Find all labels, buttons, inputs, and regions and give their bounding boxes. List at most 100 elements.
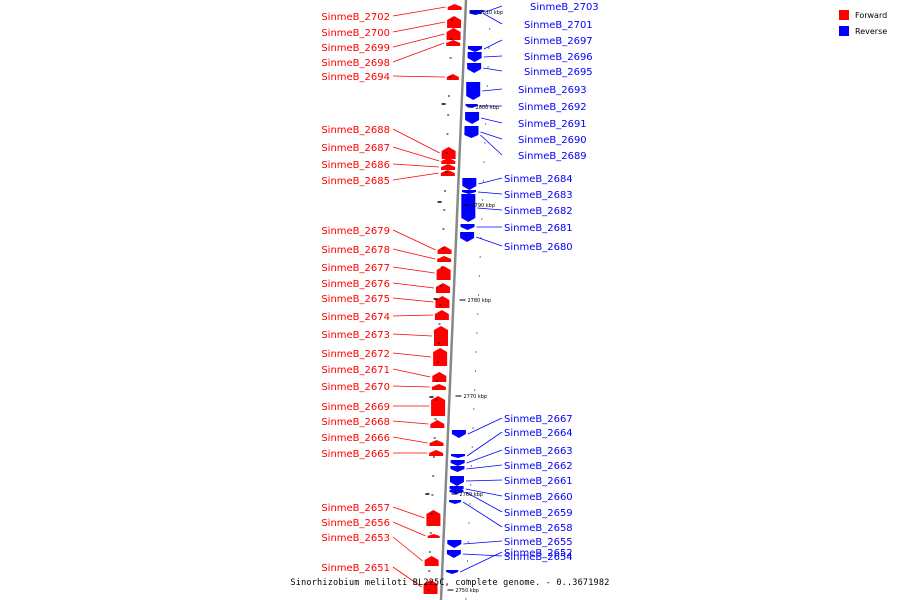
forward-gene-arrow[interactable] bbox=[437, 246, 452, 254]
forward-gene-label[interactable]: SinmeB_2679 bbox=[321, 226, 390, 237]
forward-gene-label[interactable]: SinmeB_2651 bbox=[321, 563, 390, 574]
reverse-gene-label[interactable]: SinmeB_2682 bbox=[504, 206, 573, 217]
forward-gene-label[interactable]: SinmeB_2668 bbox=[321, 417, 390, 428]
reverse-gene-label[interactable]: SinmeB_2655 bbox=[504, 537, 573, 548]
forward-gene-arrow[interactable] bbox=[426, 510, 441, 526]
reverse-gene-arrow[interactable] bbox=[450, 466, 465, 472]
reverse-gene-label[interactable]: SinmeB_2703 bbox=[530, 2, 599, 13]
forward-gene-label[interactable]: SinmeB_2676 bbox=[321, 279, 390, 290]
forward-gene-arrow[interactable] bbox=[429, 440, 444, 446]
forward-gene-arrow[interactable] bbox=[424, 556, 439, 566]
forward-gene-label[interactable]: SinmeB_2700 bbox=[321, 28, 390, 39]
forward-gene-label[interactable]: SinmeB_2688 bbox=[321, 125, 390, 136]
forward-gene-label[interactable]: SinmeB_2698 bbox=[321, 58, 390, 69]
forward-gene-arrow[interactable] bbox=[441, 147, 456, 159]
reverse-gene-arrow[interactable] bbox=[449, 476, 464, 486]
reverse-gene-arrow[interactable] bbox=[460, 232, 475, 242]
reverse-gene-label[interactable]: SinmeB_2654 bbox=[504, 552, 573, 563]
forward-gene-label[interactable]: SinmeB_2686 bbox=[321, 160, 390, 171]
reverse-gene-label[interactable]: SinmeB_2660 bbox=[504, 492, 573, 503]
reverse-gene-arrow[interactable] bbox=[467, 52, 482, 62]
reverse-gene-arrow[interactable] bbox=[451, 454, 465, 458]
forward-gene-arrow[interactable] bbox=[434, 310, 449, 320]
forward-gene-arrow[interactable] bbox=[446, 74, 459, 80]
forward-gene-arrow[interactable] bbox=[441, 164, 456, 170]
forward-gene-arrow[interactable] bbox=[431, 396, 446, 416]
forward-gene-label[interactable]: SinmeB_2702 bbox=[321, 12, 390, 23]
forward-gene-arrow[interactable] bbox=[437, 256, 452, 262]
reverse-gene-label[interactable]: SinmeB_2680 bbox=[504, 242, 573, 253]
reverse-gene-arrow[interactable] bbox=[462, 178, 477, 190]
reverse-gene-label[interactable]: SinmeB_2661 bbox=[504, 476, 573, 487]
reverse-gene-label[interactable]: SinmeB_2692 bbox=[518, 102, 587, 113]
reverse-gene-arrow[interactable] bbox=[446, 570, 459, 574]
reverse-gene-arrow[interactable] bbox=[450, 460, 465, 466]
reverse-gene-arrow[interactable] bbox=[449, 490, 464, 494]
forward-gene-label[interactable]: SinmeB_2673 bbox=[321, 330, 390, 341]
forward-gene-label[interactable]: SinmeB_2694 bbox=[321, 72, 390, 83]
reverse-gene-label[interactable]: SinmeB_2689 bbox=[518, 151, 587, 162]
reverse-gene-label[interactable]: SinmeB_2663 bbox=[504, 446, 573, 457]
forward-gene-arrow[interactable] bbox=[435, 296, 450, 308]
forward-gene-label[interactable]: SinmeB_2672 bbox=[321, 349, 390, 360]
forward-gene-label[interactable]: SinmeB_2687 bbox=[321, 143, 390, 154]
reverse-gene-arrow[interactable] bbox=[462, 190, 476, 194]
forward-gene-label[interactable]: SinmeB_2685 bbox=[321, 176, 390, 187]
reverse-gene-label[interactable]: SinmeB_2696 bbox=[524, 52, 593, 63]
forward-gene-label[interactable]: SinmeB_2670 bbox=[321, 382, 390, 393]
reverse-gene-arrow[interactable] bbox=[464, 132, 479, 138]
forward-gene-arrow[interactable] bbox=[429, 450, 444, 456]
reverse-gene-label[interactable]: SinmeB_2683 bbox=[504, 190, 573, 201]
forward-gene-label[interactable]: SinmeB_2671 bbox=[321, 365, 390, 376]
forward-gene-label[interactable]: SinmeB_2657 bbox=[321, 503, 390, 514]
forward-gene-label[interactable]: SinmeB_2675 bbox=[321, 294, 390, 305]
forward-gene-arrow[interactable] bbox=[427, 534, 440, 538]
reverse-gene-label[interactable]: SinmeB_2697 bbox=[524, 36, 593, 47]
forward-gene-label[interactable]: SinmeB_2666 bbox=[321, 433, 390, 444]
reverse-gene-arrow[interactable] bbox=[461, 194, 476, 222]
forward-gene-arrow[interactable] bbox=[446, 40, 461, 46]
forward-gene-arrow[interactable] bbox=[441, 158, 456, 164]
reverse-gene-label[interactable]: SinmeB_2701 bbox=[524, 20, 593, 31]
reverse-gene-label[interactable]: SinmeB_2693 bbox=[518, 85, 587, 96]
forward-gene-arrow[interactable] bbox=[447, 16, 462, 28]
reverse-gene-arrow[interactable] bbox=[469, 12, 482, 15]
reverse-gene-label[interactable]: SinmeB_2684 bbox=[504, 174, 573, 185]
forward-gene-arrow[interactable] bbox=[434, 326, 448, 346]
forward-gene-arrow[interactable] bbox=[431, 384, 446, 390]
reverse-gene-arrow[interactable] bbox=[466, 82, 481, 100]
reverse-gene-label[interactable]: SinmeB_2681 bbox=[504, 223, 573, 234]
forward-gene-label[interactable]: SinmeB_2665 bbox=[321, 449, 390, 460]
forward-gene-label[interactable]: SinmeB_2669 bbox=[321, 402, 390, 413]
forward-gene-arrow[interactable] bbox=[436, 266, 451, 280]
forward-gene-label[interactable]: SinmeB_2677 bbox=[321, 263, 390, 274]
reverse-gene-label[interactable]: SinmeB_2691 bbox=[518, 119, 587, 130]
reverse-gene-arrow[interactable] bbox=[446, 550, 461, 558]
forward-gene-label[interactable]: SinmeB_2653 bbox=[321, 533, 390, 544]
forward-gene-arrow[interactable] bbox=[430, 420, 445, 428]
forward-gene-label[interactable]: SinmeB_2674 bbox=[321, 312, 390, 323]
reverse-gene-label[interactable]: SinmeB_2690 bbox=[518, 135, 587, 146]
reverse-gene-arrow[interactable] bbox=[447, 540, 462, 548]
reverse-gene-label[interactable]: SinmeB_2652 bbox=[504, 548, 573, 559]
reverse-gene-arrow[interactable] bbox=[467, 63, 482, 73]
reverse-gene-label[interactable]: SinmeB_2667 bbox=[504, 414, 573, 425]
forward-gene-arrow[interactable] bbox=[436, 283, 450, 293]
forward-gene-arrow[interactable] bbox=[440, 170, 455, 176]
reverse-gene-arrow[interactable] bbox=[451, 430, 466, 438]
reverse-gene-label[interactable]: SinmeB_2695 bbox=[524, 67, 593, 78]
forward-gene-arrow[interactable] bbox=[423, 580, 438, 594]
forward-gene-arrow[interactable] bbox=[446, 28, 461, 40]
forward-gene-arrow[interactable] bbox=[447, 4, 462, 10]
reverse-gene-label[interactable]: SinmeB_2662 bbox=[504, 461, 573, 472]
reverse-gene-label[interactable]: SinmeB_2664 bbox=[504, 428, 573, 439]
forward-gene-label[interactable]: SinmeB_2699 bbox=[321, 43, 390, 54]
forward-gene-label[interactable]: SinmeB_2656 bbox=[321, 518, 390, 529]
reverse-gene-label[interactable]: SinmeB_2659 bbox=[504, 508, 573, 519]
reverse-gene-arrow[interactable] bbox=[465, 112, 480, 124]
forward-gene-arrow[interactable] bbox=[432, 372, 447, 382]
forward-gene-arrow[interactable] bbox=[433, 348, 448, 366]
reverse-gene-arrow[interactable] bbox=[449, 500, 462, 504]
reverse-gene-label[interactable]: SinmeB_2658 bbox=[504, 523, 573, 534]
reverse-gene-arrow[interactable] bbox=[467, 46, 482, 52]
